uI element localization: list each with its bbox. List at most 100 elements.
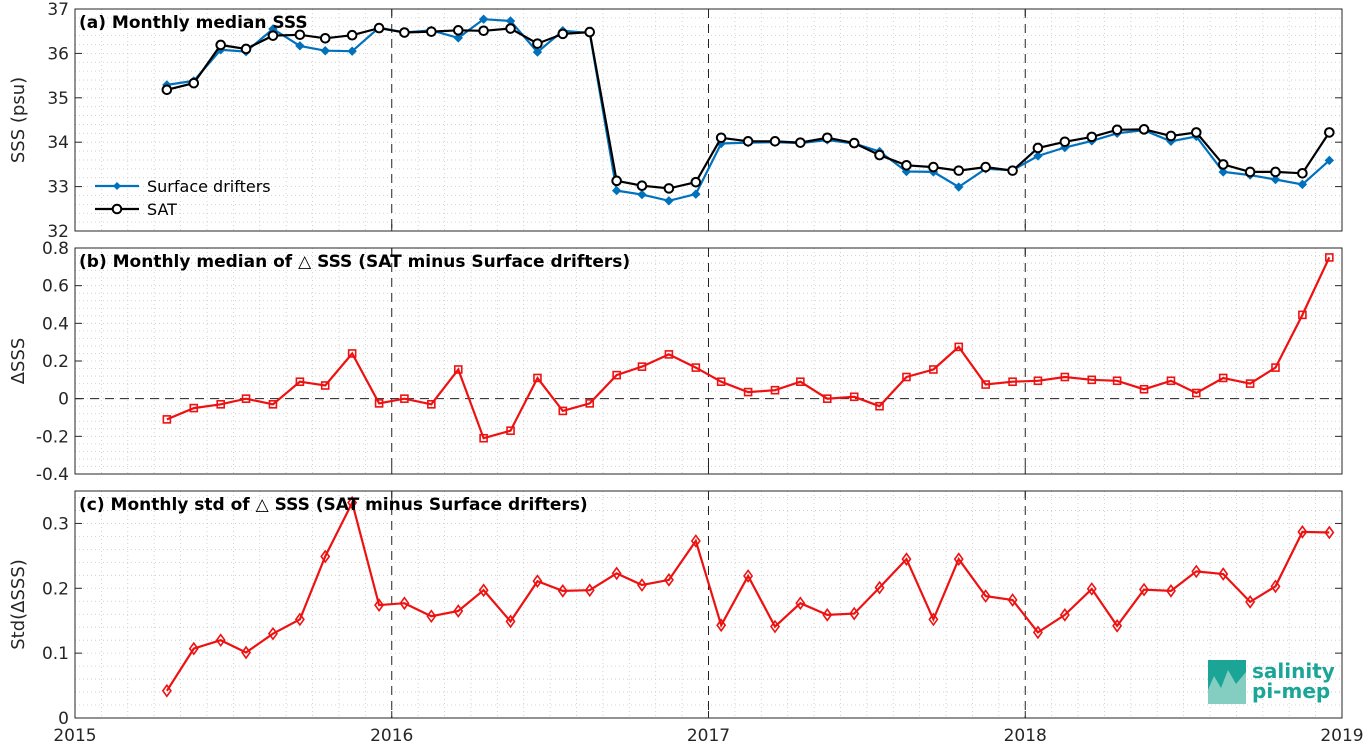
- y-tick-label: 0: [58, 709, 69, 729]
- data-point: [612, 370, 621, 380]
- data-point: [347, 46, 357, 56]
- panel-title: (c) Monthly std of △ SSS (SAT minus Surf…: [79, 495, 588, 515]
- data-point: [849, 606, 860, 621]
- series-line-delta: [166, 256, 1331, 440]
- data-point: [611, 185, 622, 196]
- data-point: [215, 39, 227, 51]
- y-tick-label: 35: [47, 89, 69, 109]
- legend: Surface drifters SAT: [95, 177, 271, 219]
- data-point: [585, 399, 595, 408]
- data-point: [505, 614, 516, 629]
- data-point: [822, 394, 832, 403]
- data-point: [1298, 310, 1307, 320]
- data-point: [1191, 388, 1201, 398]
- panel-c: 0 0.1 0.2 0.3 2015 2016 2017 2018 2019 Std(ΔSSS) (…: [8, 490, 1364, 745]
- data-point: [743, 569, 754, 583]
- y-tick-label: 0.2: [42, 352, 69, 372]
- logo-wave: [1208, 670, 1246, 704]
- data-point: [1008, 377, 1017, 387]
- panel-a: 32 33 34 35 36 37 SSS (psu) (a) Monthly median …: [8, 0, 1343, 242]
- data-point: [1033, 151, 1043, 161]
- data-point: [1138, 124, 1150, 135]
- data-point: [1059, 608, 1070, 622]
- data-point: [161, 84, 173, 96]
- data-point: [953, 165, 965, 176]
- data-point: [636, 180, 648, 192]
- data-point: [1165, 130, 1177, 142]
- panel-b: -0.4 -0.2 0 0.2 0.4 0.6 0.8 ΔSSS (b) Monthly med…: [8, 239, 1343, 485]
- legend-marker: [113, 182, 121, 190]
- x-tick-label: 2018: [1004, 726, 1047, 745]
- data-point: [980, 589, 991, 603]
- data-point: [874, 580, 885, 595]
- panel-title: (b) Monthly median of △ SSS (SAT minus S…: [79, 252, 630, 272]
- data-point: [347, 495, 358, 510]
- data-point: [1217, 159, 1229, 170]
- data-point: [557, 28, 569, 40]
- data-point: [691, 189, 701, 199]
- data-point: [1032, 625, 1043, 640]
- y-tick-label: 33: [47, 178, 69, 198]
- y-tick-label: 37: [47, 0, 69, 20]
- data-point: [584, 583, 595, 598]
- data-point: [954, 342, 964, 352]
- data-point: [1007, 165, 1018, 176]
- y-tick-label: 36: [47, 44, 69, 64]
- data-point: [1244, 166, 1256, 178]
- y-tick-label: 32: [47, 222, 69, 242]
- data-point: [319, 33, 331, 44]
- y-tick-label: 0.1: [42, 644, 69, 664]
- data-point: [770, 385, 780, 395]
- data-point: [901, 552, 912, 566]
- data-point: [400, 394, 409, 403]
- data-point: [1218, 567, 1229, 581]
- data-point: [241, 394, 251, 403]
- data-point: [1032, 142, 1044, 154]
- data-point: [874, 149, 885, 161]
- data-point: [1191, 564, 1202, 579]
- data-point: [1165, 584, 1176, 598]
- data-point: [663, 183, 675, 194]
- data-point: [663, 572, 674, 587]
- data-point: [664, 350, 674, 359]
- y-tick-label: 0.4: [42, 314, 69, 334]
- y-tick-label: 0: [58, 390, 69, 410]
- y-tick-label: 0.6: [42, 277, 69, 297]
- data-point: [426, 26, 437, 37]
- data-point: [795, 137, 806, 148]
- data-point: [636, 578, 647, 592]
- data-point: [1271, 363, 1280, 372]
- data-point: [267, 30, 279, 41]
- data-point: [637, 362, 647, 371]
- data-point: [1297, 167, 1308, 179]
- data-point: [716, 618, 727, 633]
- y-tick-label: 0.8: [42, 239, 69, 259]
- y-tick-label: -0.2: [36, 427, 69, 447]
- data-point: [558, 406, 568, 416]
- data-point: [953, 552, 964, 566]
- x-tick-label: 2017: [687, 726, 730, 745]
- data-point: [902, 372, 911, 382]
- data-point: [267, 626, 278, 641]
- data-point: [373, 22, 385, 34]
- data-point: [478, 25, 489, 37]
- data-point: [1270, 174, 1281, 185]
- data-point: [1324, 525, 1335, 540]
- data-point: [928, 161, 939, 173]
- legend-label: SAT: [147, 200, 177, 219]
- data-point: [901, 159, 912, 171]
- data-point: [1139, 384, 1149, 394]
- data-point: [478, 583, 489, 598]
- data-point: [611, 175, 622, 187]
- data-point: [1218, 167, 1228, 177]
- data-point: [240, 43, 252, 55]
- data-point: [691, 363, 701, 372]
- data-point: [479, 433, 488, 443]
- data-point: [1270, 579, 1281, 594]
- data-point: [822, 608, 833, 622]
- data-point: [346, 29, 358, 41]
- data-point: [453, 33, 463, 43]
- panel-title: (a) Monthly median SSS: [79, 13, 308, 33]
- logo-line1: salinity: [1252, 659, 1335, 683]
- legend-marker: [111, 203, 123, 215]
